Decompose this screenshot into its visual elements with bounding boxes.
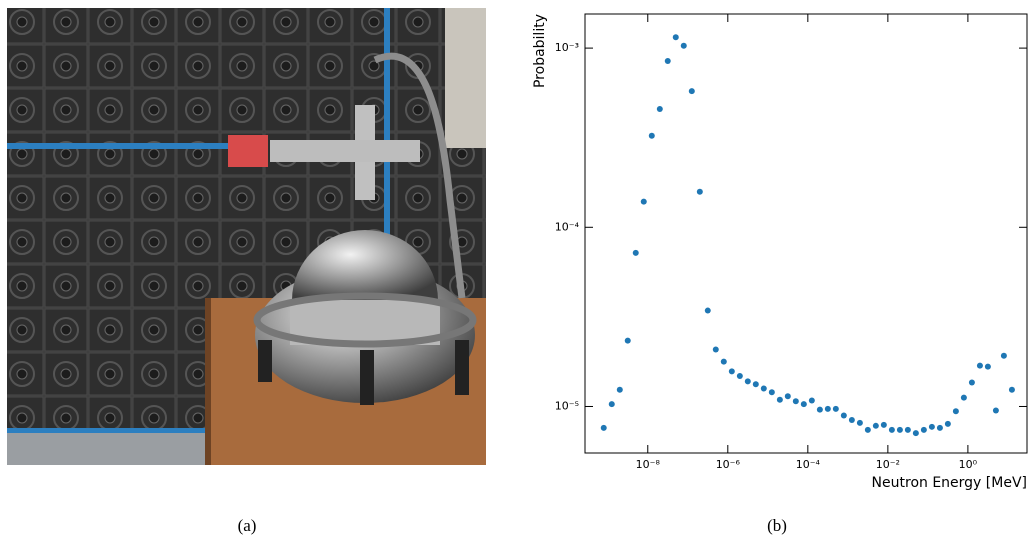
point [984, 363, 991, 370]
point [792, 398, 799, 405]
point [968, 379, 975, 386]
point [840, 412, 847, 419]
point [736, 372, 743, 379]
point [720, 358, 727, 365]
point [944, 420, 951, 427]
point [936, 424, 943, 431]
point [888, 426, 895, 433]
x-tick-label: 10⁻⁶ [716, 458, 741, 471]
point [656, 106, 663, 113]
point [600, 424, 607, 431]
x-tick-label: 10⁰ [959, 458, 978, 471]
point [776, 396, 783, 403]
point [688, 88, 695, 95]
point [768, 389, 775, 396]
point [760, 385, 767, 392]
point [640, 198, 647, 205]
point [632, 249, 639, 256]
point [896, 426, 903, 433]
point [816, 406, 823, 413]
point [856, 419, 863, 426]
point [704, 307, 711, 314]
point [960, 394, 967, 401]
point [784, 393, 791, 400]
y-axis-label: Probability [532, 14, 548, 88]
point [832, 405, 839, 412]
point [1000, 352, 1007, 359]
y-tick-label: 10⁻³ [555, 41, 579, 54]
point [992, 407, 999, 414]
point [680, 42, 687, 49]
point [952, 408, 959, 415]
point [728, 368, 735, 375]
point [608, 401, 615, 408]
photo [7, 8, 486, 465]
point [744, 378, 751, 385]
y-tick-label: 10⁻⁵ [555, 399, 579, 412]
point [800, 401, 807, 408]
point [928, 423, 935, 430]
point [920, 426, 927, 433]
point [848, 417, 855, 424]
point [1008, 386, 1015, 393]
point [824, 405, 831, 412]
x-tick-label: 10⁻⁴ [796, 458, 821, 471]
x-tick-label: 10⁻⁸ [636, 458, 661, 471]
point [904, 426, 911, 433]
point [624, 337, 631, 344]
plot-frame [584, 13, 1028, 454]
point [752, 381, 759, 388]
point [808, 397, 815, 404]
point [648, 132, 655, 139]
point [664, 58, 671, 65]
point [880, 421, 887, 428]
x-axis-label: Neutron Energy [MeV] [872, 475, 1027, 491]
point [712, 346, 719, 353]
x-tick-label: 10⁻² [876, 458, 900, 471]
point [696, 188, 703, 195]
point [864, 426, 871, 433]
point [672, 34, 679, 41]
caption: (b) [767, 516, 787, 535]
y-tick-label: 10⁻⁴ [555, 220, 580, 233]
point [616, 386, 623, 393]
point [872, 422, 879, 429]
point [976, 362, 983, 369]
caption: (a) [238, 516, 257, 535]
point [912, 430, 919, 437]
